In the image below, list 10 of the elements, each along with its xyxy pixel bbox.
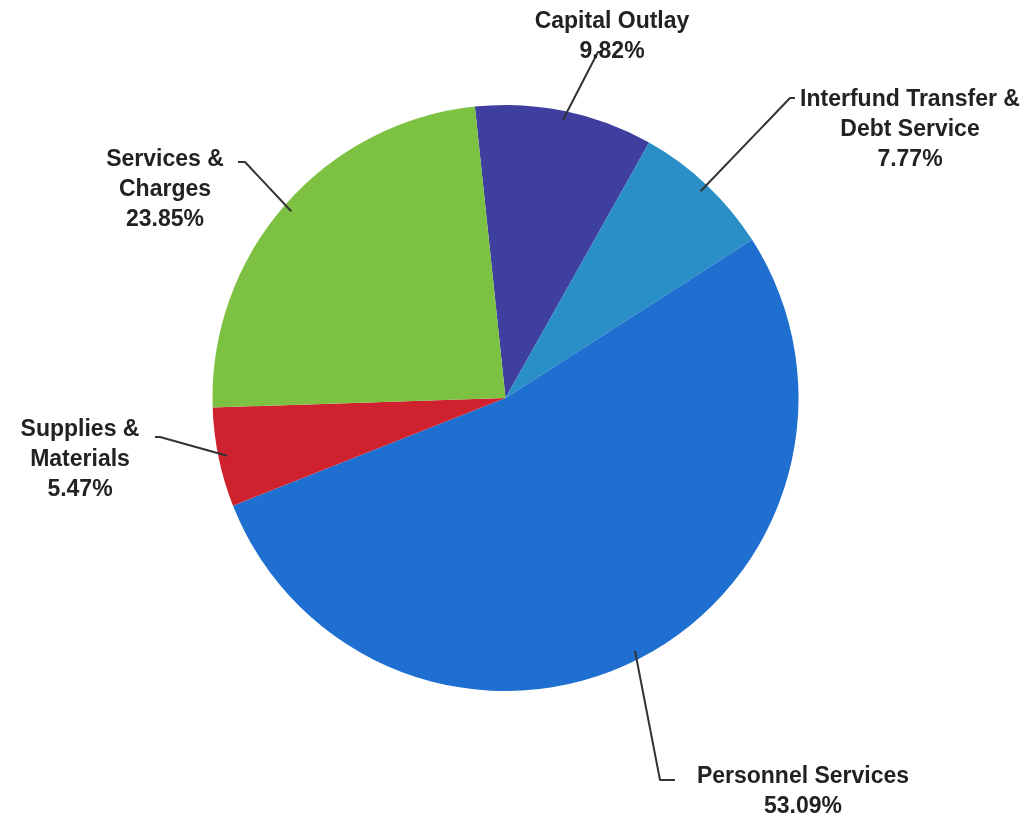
data-label: 9.82% [579, 37, 645, 64]
slice-label: Capital Outlay [534, 7, 690, 34]
data-label: 5.47% [47, 475, 113, 502]
slice-label: Supplies & Materials [20, 415, 140, 472]
data-label: 23.85% [125, 205, 205, 232]
slice-label: Services & Charges [106, 145, 224, 202]
slice-label: Personnel Services [696, 762, 910, 789]
slice-label: Interfund Transfer & Debt Service [800, 85, 1020, 142]
data-label: 7.77% [877, 145, 943, 172]
data-label: 53.09% [763, 792, 843, 818]
